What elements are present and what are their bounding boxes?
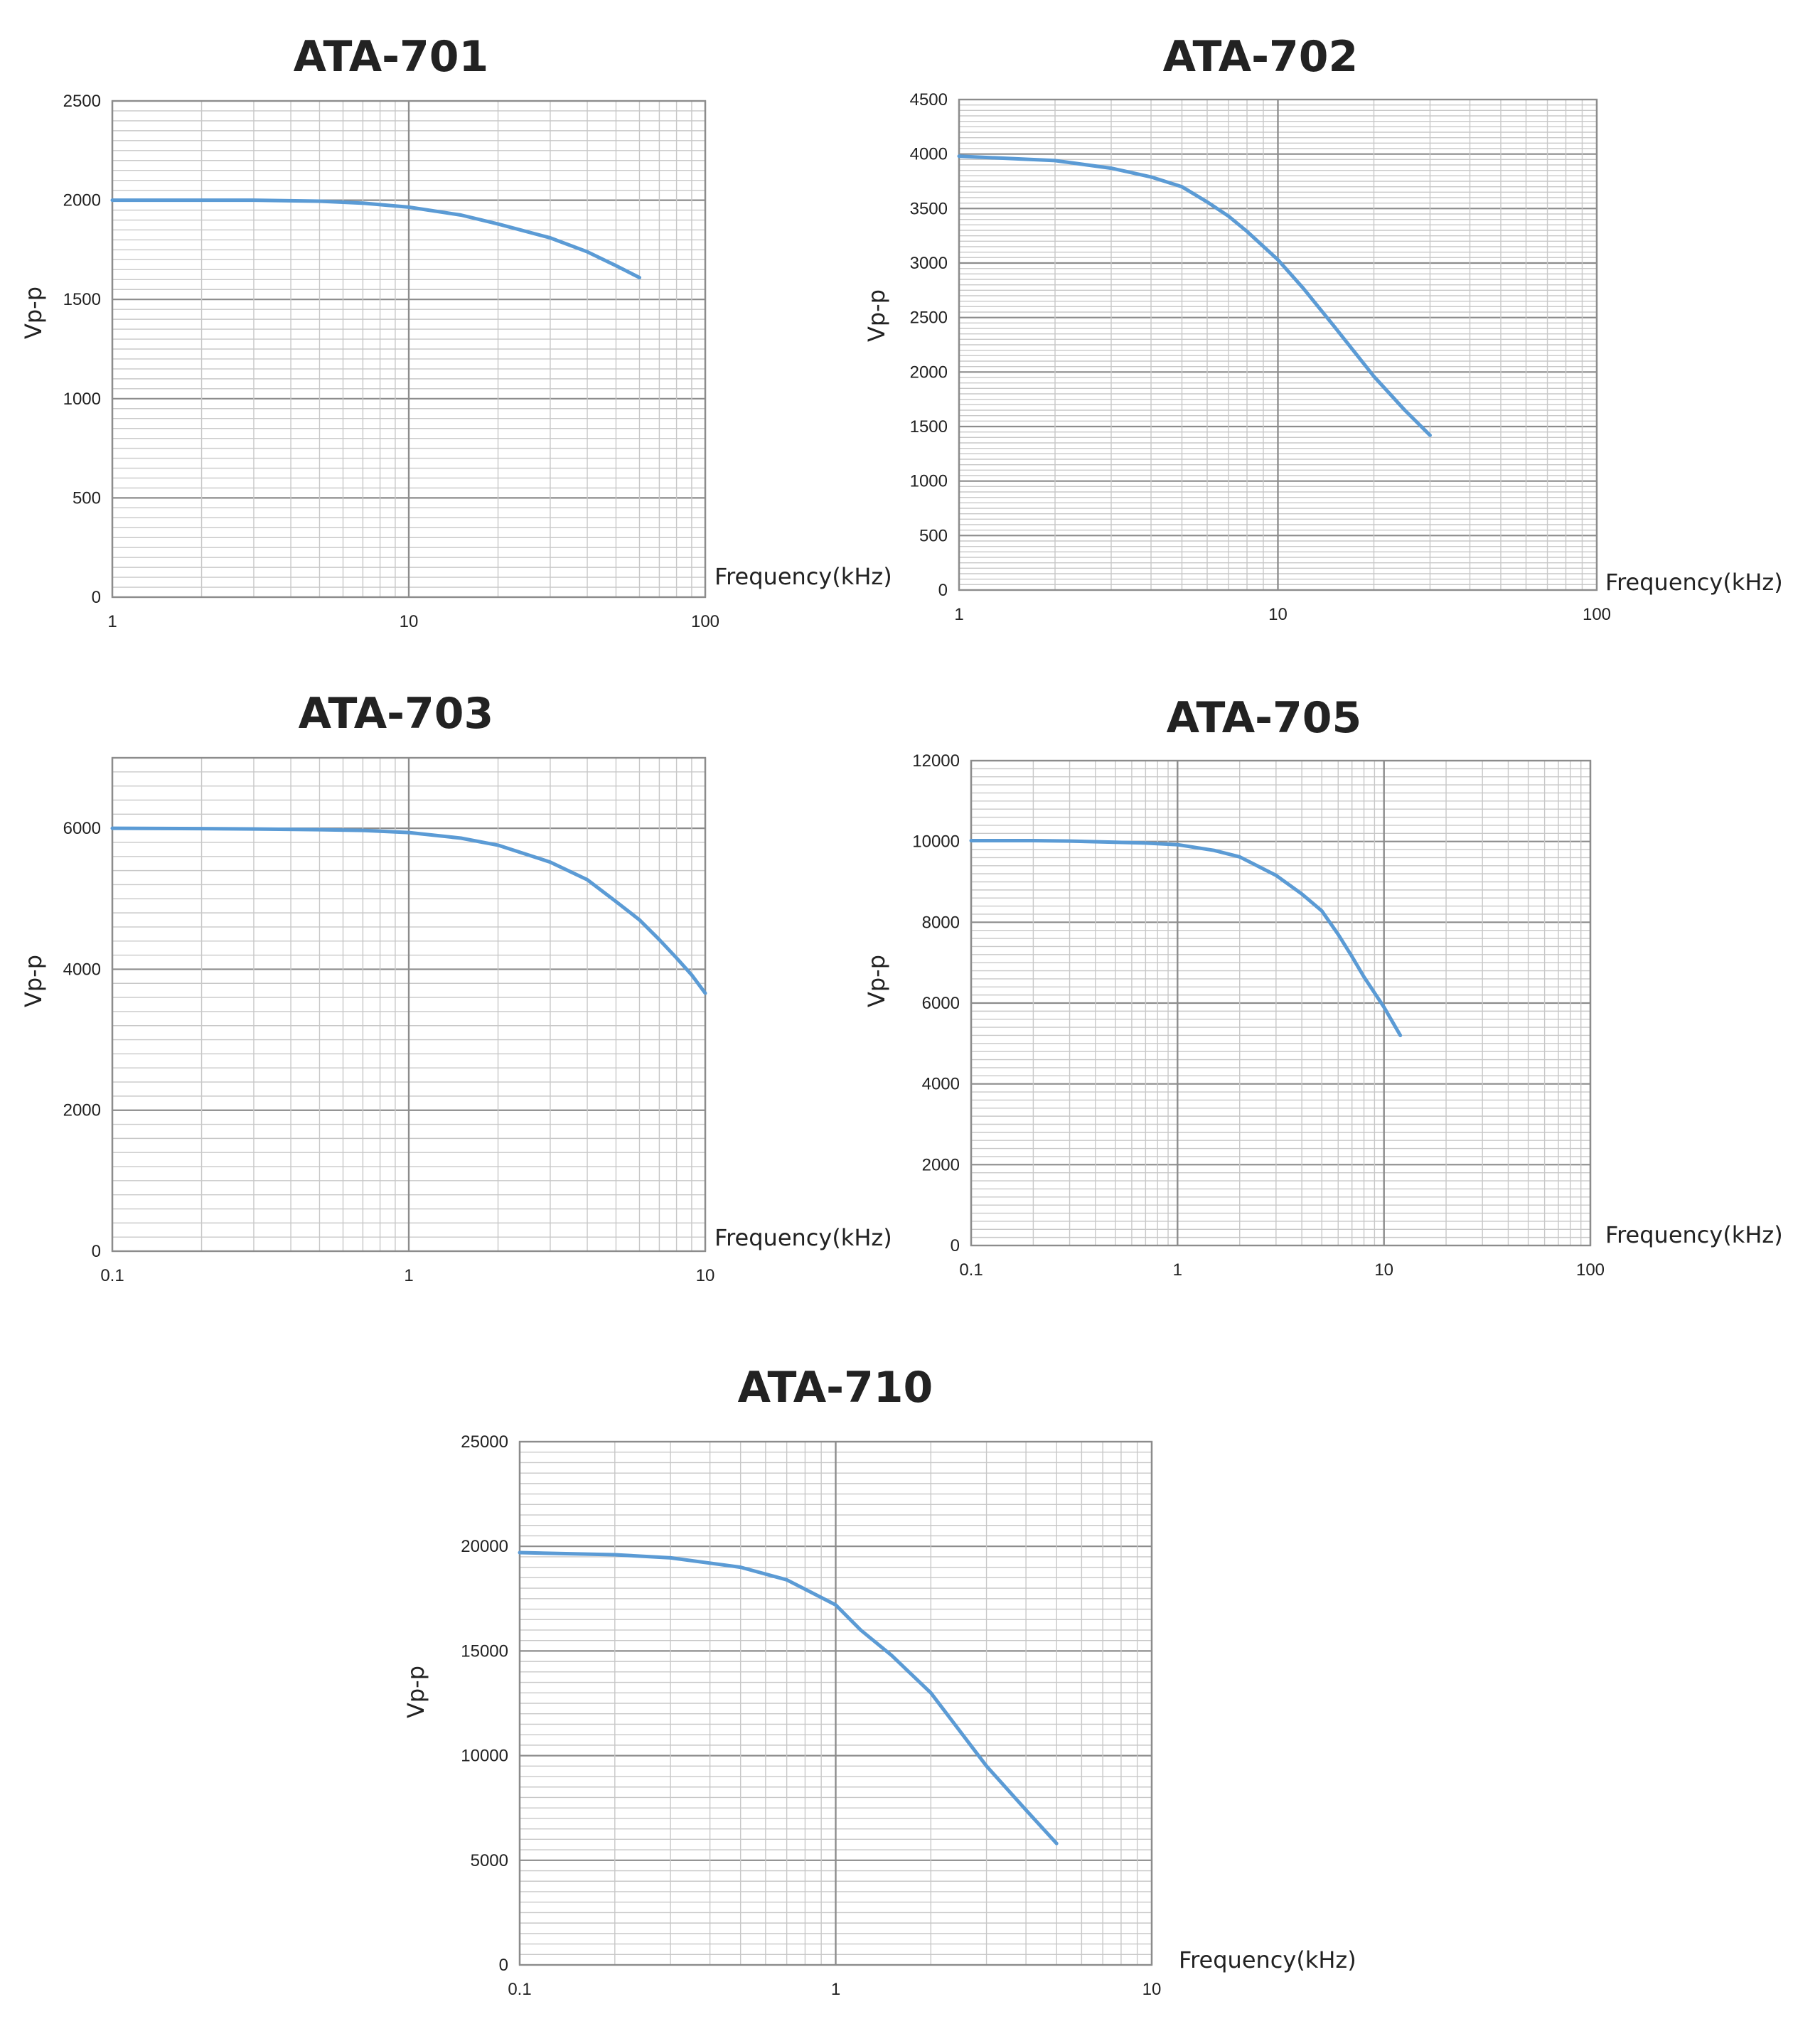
- x-axis-label: Frequency(kHz): [1605, 1221, 1783, 1248]
- y-tick-label: 0: [92, 1242, 101, 1261]
- y-tick-label: 500: [919, 526, 948, 545]
- chart-title: ATA-702: [1163, 32, 1359, 82]
- y-tick-label: 2000: [63, 191, 101, 210]
- series-line: [110, 198, 641, 279]
- y-tick-label: 4000: [910, 145, 948, 164]
- grid: [518, 1442, 1153, 1965]
- y-tick-label: 2000: [922, 1155, 960, 1174]
- x-axis-label: Frequency(kHz): [1605, 569, 1783, 596]
- chart-2: 0 500 1000 1500 2000 2500 3000 3500 4000 4500 1 10 1…: [863, 32, 1783, 624]
- series-line: [969, 839, 1403, 1037]
- y-tick-label: 10000: [912, 832, 960, 852]
- grid: [111, 101, 707, 597]
- y-tick-label: 0: [499, 1956, 508, 1975]
- chart-4: 0 2000 4000 6000 8000 10000 12000 0.1 1 10 100 ATA-…: [863, 693, 1783, 1280]
- chart-3: 0 2000 4000 6000 0.1 1 10 ATA-703 Frequency(kHz)…: [20, 689, 892, 1285]
- y-tick-label: 2500: [910, 309, 948, 328]
- y-tick-label: 1000: [910, 472, 948, 491]
- x-tick-label: 0.1: [508, 1980, 531, 1999]
- y-axis-label: Vp-p: [402, 1666, 429, 1718]
- x-tick-label: 1: [404, 1266, 413, 1285]
- x-tick-label: 100: [1583, 605, 1611, 624]
- plot-frame: [958, 98, 1598, 591]
- x-tick-label: 1: [954, 605, 963, 624]
- plot-frame: [111, 100, 707, 599]
- x-tick-label: 10: [1374, 1260, 1393, 1280]
- chart-title: ATA-701: [294, 32, 489, 82]
- y-tick-label: 12000: [912, 751, 960, 771]
- x-tick-label: 0.1: [100, 1266, 124, 1285]
- grid: [111, 758, 707, 1251]
- chart-5: 0 5000 10000 15000 20000 25000 0.1 1 10 ATA-710 Fr…: [402, 1363, 1356, 1999]
- chart-title: ATA-710: [738, 1363, 933, 1413]
- series-line: [110, 826, 707, 995]
- y-tick-label: 2000: [63, 1101, 101, 1120]
- y-tick-label: 3500: [910, 199, 948, 218]
- x-tick-label: 1: [1173, 1260, 1182, 1280]
- x-tick-label: 100: [691, 612, 719, 631]
- grid: [970, 761, 1592, 1245]
- plot-frame: [970, 759, 1592, 1247]
- x-tick-label: 100: [1576, 1260, 1605, 1280]
- x-tick-label: 1: [831, 1980, 840, 1999]
- plot-frame: [518, 1440, 1153, 1966]
- y-tick-label: 4000: [63, 960, 101, 979]
- y-tick-label: 2500: [63, 92, 101, 111]
- y-tick-label: 8000: [922, 913, 960, 932]
- y-axis-label: Vp-p: [863, 289, 890, 342]
- x-tick-label: 10: [1268, 605, 1288, 624]
- y-tick-label: 0: [92, 588, 101, 607]
- x-tick-label: 0.1: [959, 1260, 983, 1280]
- series-line: [518, 1550, 1059, 1845]
- x-axis-label: Frequency(kHz): [1179, 1946, 1356, 1973]
- y-tick-label: 1500: [63, 290, 101, 309]
- y-tick-label: 4500: [910, 90, 948, 109]
- chart-title: ATA-705: [1167, 693, 1362, 743]
- grid: [958, 100, 1598, 590]
- y-tick-label: 25000: [461, 1432, 508, 1452]
- y-tick-label: 6000: [63, 819, 101, 838]
- y-tick-label: 1500: [910, 417, 948, 436]
- y-tick-label: 0: [938, 581, 948, 600]
- x-tick-label: 1: [107, 612, 117, 631]
- x-tick-label: 10: [696, 1266, 715, 1285]
- y-tick-label: 15000: [461, 1641, 508, 1661]
- chart-title: ATA-703: [299, 689, 494, 739]
- series-line: [957, 154, 1432, 437]
- y-tick-label: 20000: [461, 1537, 508, 1556]
- x-axis-label: Frequency(kHz): [714, 563, 892, 590]
- y-tick-label: 4000: [922, 1075, 960, 1094]
- y-axis-label: Vp-p: [20, 286, 47, 339]
- y-tick-label: 500: [73, 488, 101, 508]
- y-axis-label: Vp-p: [20, 955, 47, 1007]
- x-axis-label: Frequency(kHz): [714, 1224, 892, 1251]
- y-axis-label: Vp-p: [863, 955, 890, 1007]
- y-tick-label: 2000: [910, 363, 948, 382]
- x-tick-label: 10: [400, 612, 419, 631]
- y-tick-label: 5000: [471, 1851, 508, 1870]
- y-tick-label: 3000: [910, 254, 948, 273]
- x-tick-label: 10: [1142, 1980, 1162, 1999]
- plot-frame: [111, 756, 707, 1253]
- chart-1: 0 500 1000 1500 2000 2500 1 10 100 ATA-701 Frequen…: [20, 32, 892, 631]
- y-tick-label: 1000: [63, 390, 101, 409]
- y-tick-label: 6000: [922, 994, 960, 1013]
- y-tick-label: 10000: [461, 1747, 508, 1766]
- y-tick-label: 0: [951, 1236, 960, 1255]
